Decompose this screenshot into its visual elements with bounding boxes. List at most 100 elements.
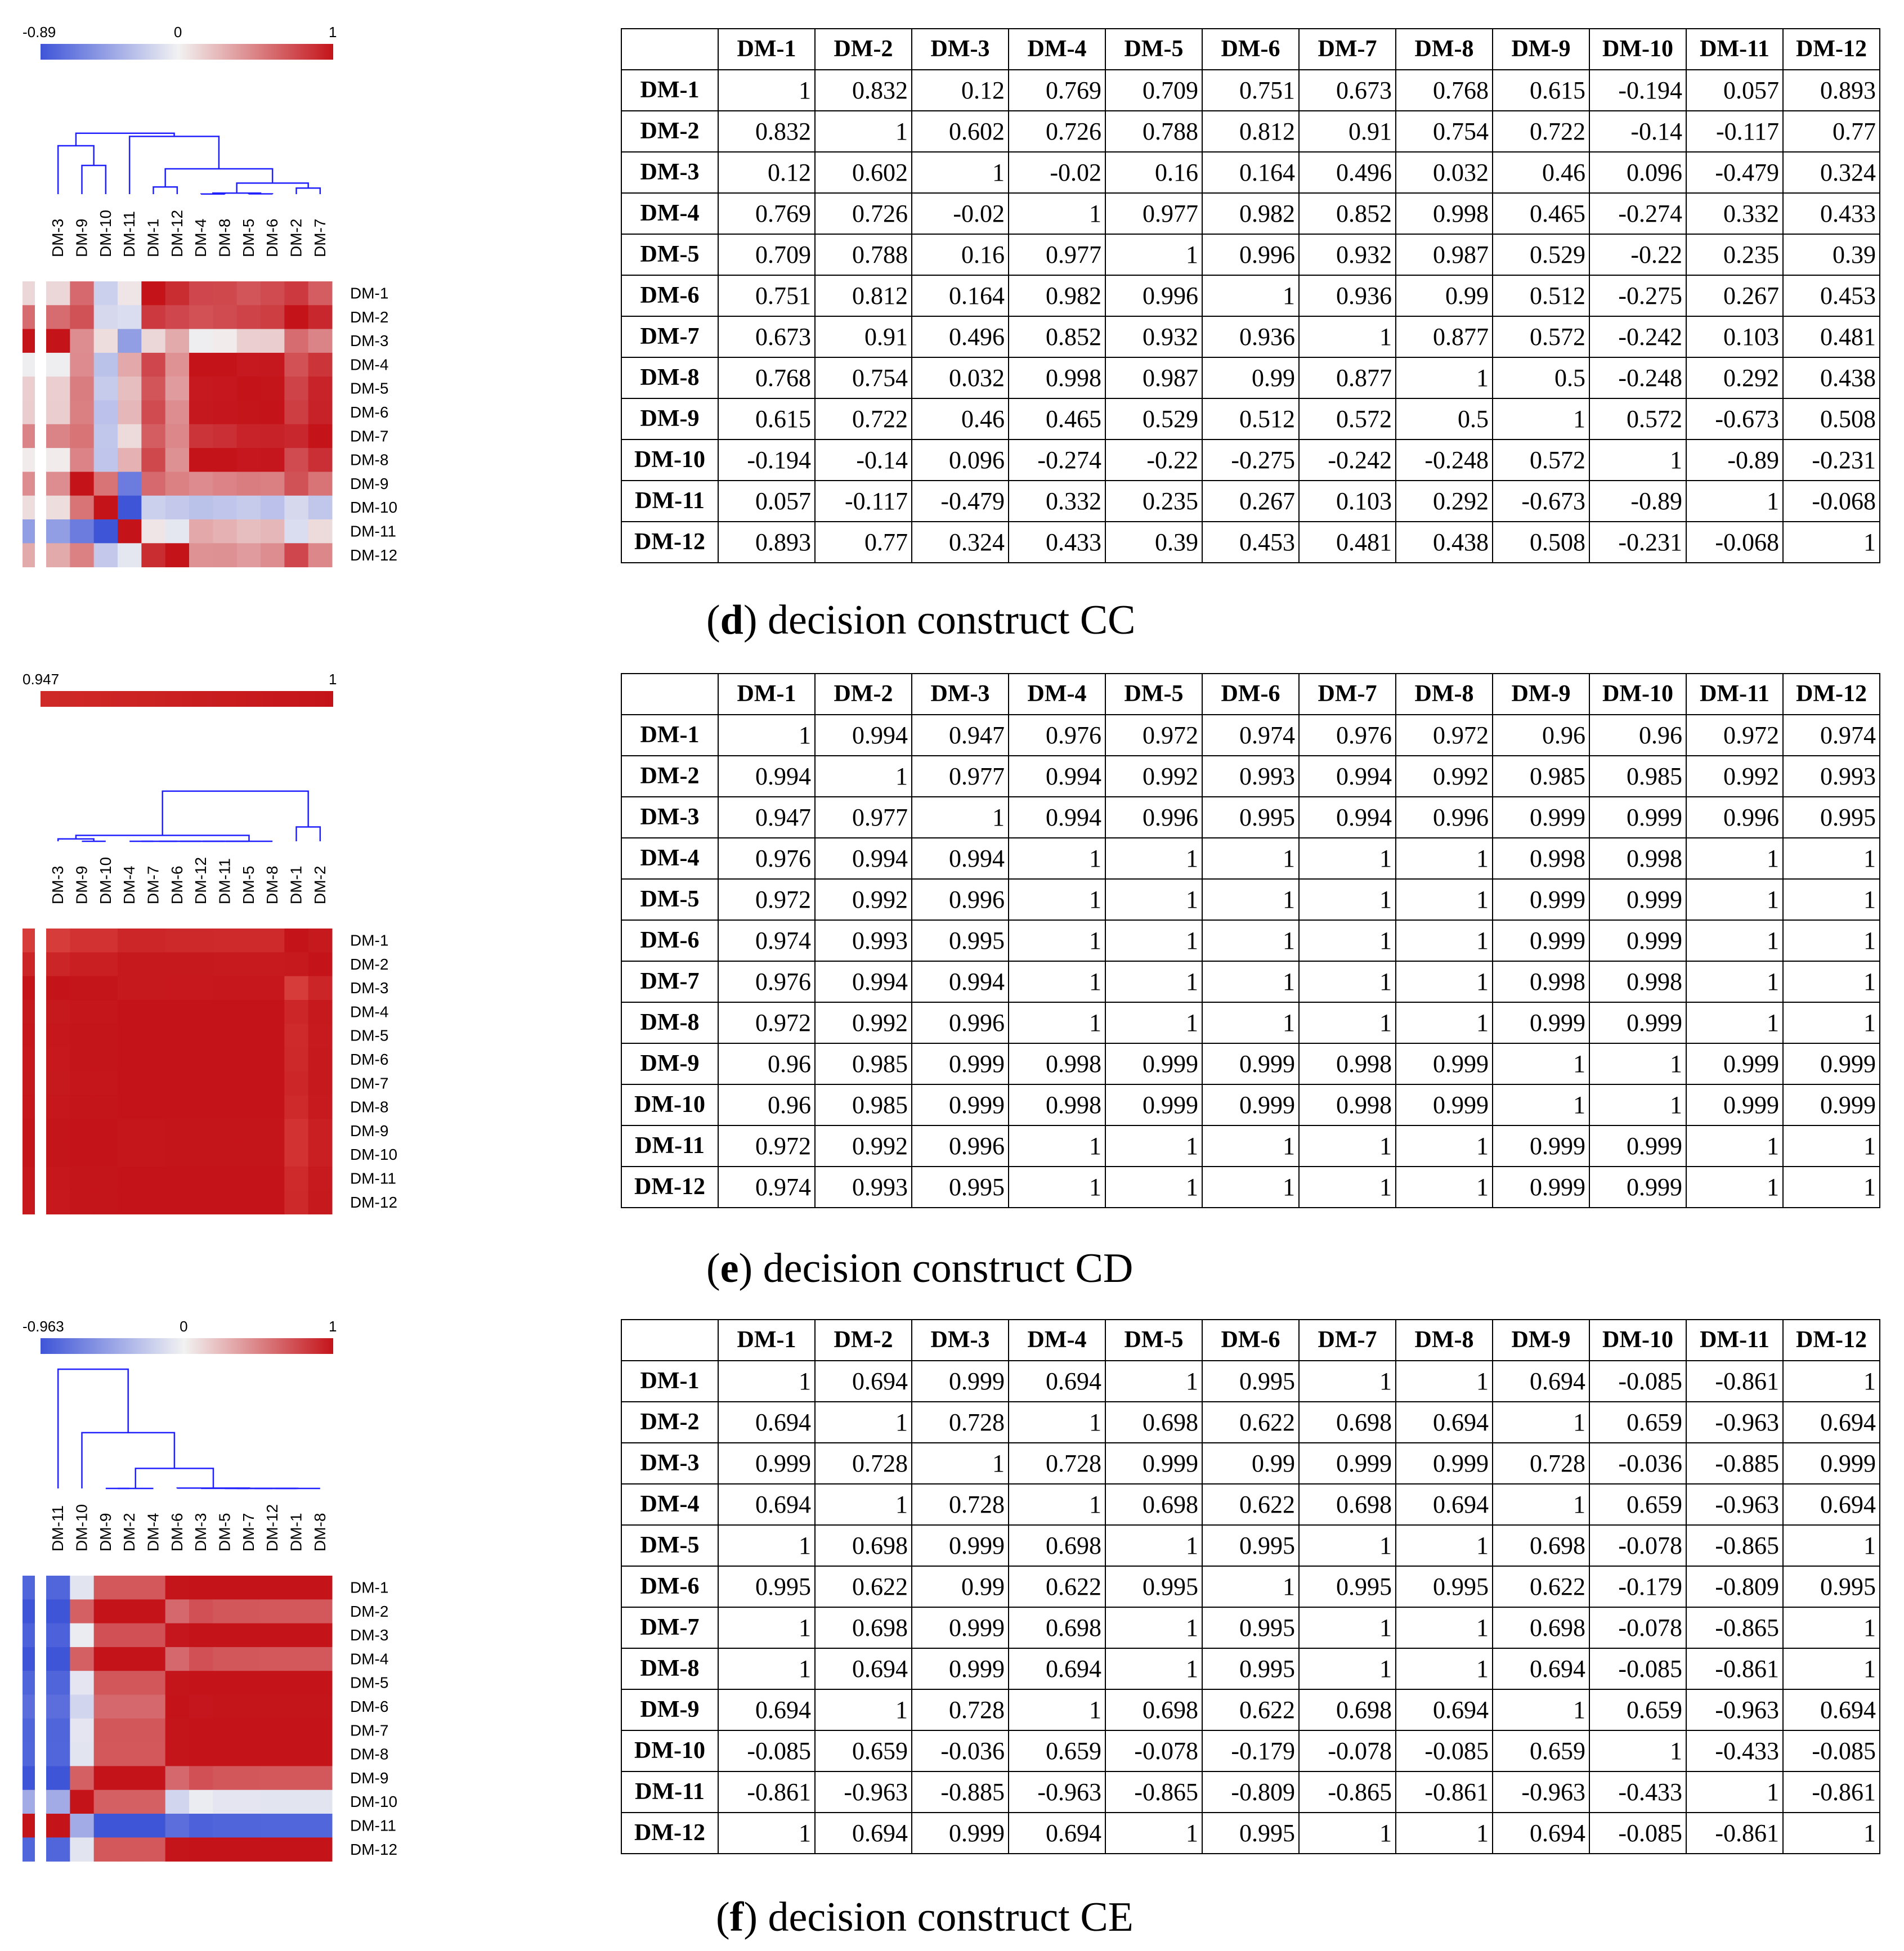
heatmap-cell (165, 400, 190, 425)
heatmap-cell (213, 305, 238, 330)
row-label: DM-5 (350, 1027, 388, 1044)
correlation-value: 0.659 (1589, 1689, 1687, 1731)
correlation-value: 1 (1298, 1360, 1396, 1402)
correlation-value: -0.433 (1686, 1730, 1784, 1772)
correlation-value: 0.998 (1395, 192, 1493, 235)
correlation-value: 0.999 (1686, 1084, 1784, 1126)
heatmap-cell (141, 1814, 166, 1838)
correlation-value: 0.999 (1202, 1043, 1300, 1085)
heatmap-cell (236, 281, 261, 306)
correlation-value: -0.89 (1589, 480, 1687, 522)
heatmap-cell (236, 495, 261, 520)
correlation-value: 0.972 (718, 1002, 816, 1044)
correlation-value: 0.694 (1008, 1648, 1106, 1690)
correlation-value: 1 (1395, 1812, 1493, 1854)
heatmap-cell (93, 1190, 118, 1215)
correlation-value: 1 (1105, 1125, 1203, 1167)
correlation-value: -0.14 (814, 439, 912, 481)
correlation-value: 1 (911, 151, 1009, 194)
heatmap-cell (308, 1814, 333, 1838)
heatmap-cell (284, 1047, 309, 1072)
correlation-value: 0.453 (1202, 521, 1300, 563)
heatmap-cell (141, 448, 166, 472)
row-label: DM-10 (350, 499, 397, 516)
correlation-value: 0.39 (1105, 521, 1203, 563)
correlation-value: 1 (1008, 920, 1106, 962)
heatmap-cell (213, 1142, 238, 1167)
row-label: DM-11 (350, 1169, 396, 1187)
correlation-value: 1 (1782, 1125, 1880, 1167)
heatmap-cell (189, 1694, 213, 1719)
caption-letter: f (729, 1894, 744, 1940)
correlation-value: 1 (1008, 1401, 1106, 1443)
heatmap-cell (141, 1789, 166, 1814)
correlation-value: 1 (1008, 1002, 1106, 1044)
correlation-value: 0.994 (814, 837, 912, 880)
correlation-value: 0.5 (1492, 357, 1590, 399)
correlation-value: 0.16 (1105, 151, 1203, 194)
correlation-value: 1 (1782, 1812, 1880, 1854)
heatmap-cell (189, 376, 213, 401)
heatmap-cell (213, 1718, 238, 1743)
correlation-value: 0.572 (1298, 398, 1396, 440)
heatmap-cell (189, 1167, 213, 1191)
table-row: DM-1 1 0.994 0.947 0.976 0.972 0.974 0.976 0.972… (621, 714, 1880, 756)
heatmap-cell (93, 543, 118, 568)
column-header: DM-12 (1782, 28, 1880, 70)
correlation-value: -0.179 (1589, 1566, 1687, 1608)
correlation-value: 0.972 (1105, 714, 1203, 756)
correlation-value: 1 (1202, 1002, 1300, 1044)
heatmap-cell (284, 1167, 309, 1191)
heatmap-cell (70, 1190, 95, 1215)
side-strip-cell (23, 1837, 35, 1862)
heatmap-cell (189, 1071, 213, 1096)
row-label: DM-8 (350, 451, 388, 469)
correlation-value: 0.481 (1298, 521, 1396, 563)
heatmap-cell (93, 952, 118, 977)
heatmap-cell (284, 1599, 309, 1624)
heatmap-cell (93, 424, 118, 448)
correlation-value: -0.078 (1105, 1730, 1203, 1772)
heatmap-cell (236, 1119, 261, 1143)
row-header: DM-11 (621, 1125, 719, 1167)
heatmap-cell (93, 495, 118, 520)
correlation-value: 0.994 (814, 714, 912, 756)
heatmap-cell (118, 999, 142, 1024)
heatmap-cell (46, 352, 70, 377)
heatmap-cell (236, 352, 261, 377)
correlation-value: -0.963 (1686, 1401, 1784, 1443)
correlation-value: 0.995 (1782, 796, 1880, 838)
column-header: DM-6 (1202, 673, 1300, 715)
correlation-value: 1 (1008, 1125, 1106, 1167)
column-header: DM-9 (1492, 1319, 1590, 1361)
heatmap-cell (165, 1837, 190, 1862)
correlation-value: 0.976 (718, 961, 816, 1003)
heatmap-cell (189, 448, 213, 472)
correlation-value: -0.885 (1686, 1442, 1784, 1484)
column-header: DM-8 (1395, 673, 1493, 715)
heatmap-cell (308, 352, 333, 377)
correlation-value: 0.996 (911, 1125, 1009, 1167)
correlation-value: 0.694 (1008, 1812, 1106, 1854)
correlation-value: 0.893 (1782, 69, 1880, 111)
row-label: DM-7 (350, 1074, 388, 1092)
correlation-value: 1 (1686, 837, 1784, 880)
correlation-value: 1 (814, 1689, 912, 1731)
heatmap-cell (165, 1623, 190, 1648)
correlation-value: -0.963 (1492, 1771, 1590, 1813)
heatmap-cell (189, 305, 213, 330)
side-strip-cell (23, 495, 35, 520)
heatmap-cell (236, 1190, 261, 1215)
correlation-value: 0.103 (1298, 480, 1396, 522)
heatmap-cell (236, 376, 261, 401)
heatmap-cell (236, 952, 261, 977)
correlation-value: 0.694 (1782, 1483, 1880, 1526)
correlation-value: 0.936 (1298, 275, 1396, 317)
correlation-value: -0.275 (1202, 439, 1300, 481)
correlation-value: 0.698 (1008, 1524, 1106, 1567)
correlation-value: -0.963 (1686, 1483, 1784, 1526)
table-row: DM-2 0.832 1 0.602 0.726 0.788 0.812 0.91 0.754 0… (621, 110, 1880, 153)
heatmap-cell (213, 1789, 238, 1814)
correlation-value: 0.698 (1105, 1689, 1203, 1731)
heatmap-cell (93, 281, 118, 306)
